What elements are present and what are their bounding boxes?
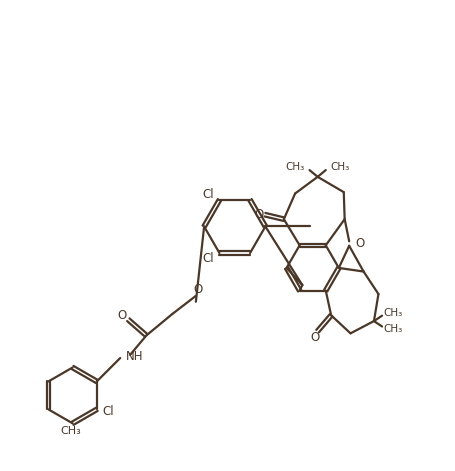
Text: CH₃: CH₃ (285, 162, 304, 172)
Text: Cl: Cl (102, 405, 114, 418)
Text: CH₃: CH₃ (60, 426, 81, 437)
Text: O: O (354, 237, 364, 250)
Text: O: O (117, 309, 127, 322)
Text: CH₃: CH₃ (383, 308, 402, 318)
Text: NH: NH (126, 350, 143, 363)
Text: CH₃: CH₃ (383, 324, 402, 334)
Text: Cl: Cl (202, 252, 213, 265)
Text: O: O (253, 208, 263, 221)
Text: CH₃: CH₃ (329, 162, 349, 172)
Text: O: O (193, 283, 202, 296)
Text: Cl: Cl (202, 188, 213, 201)
Text: O: O (310, 332, 319, 344)
